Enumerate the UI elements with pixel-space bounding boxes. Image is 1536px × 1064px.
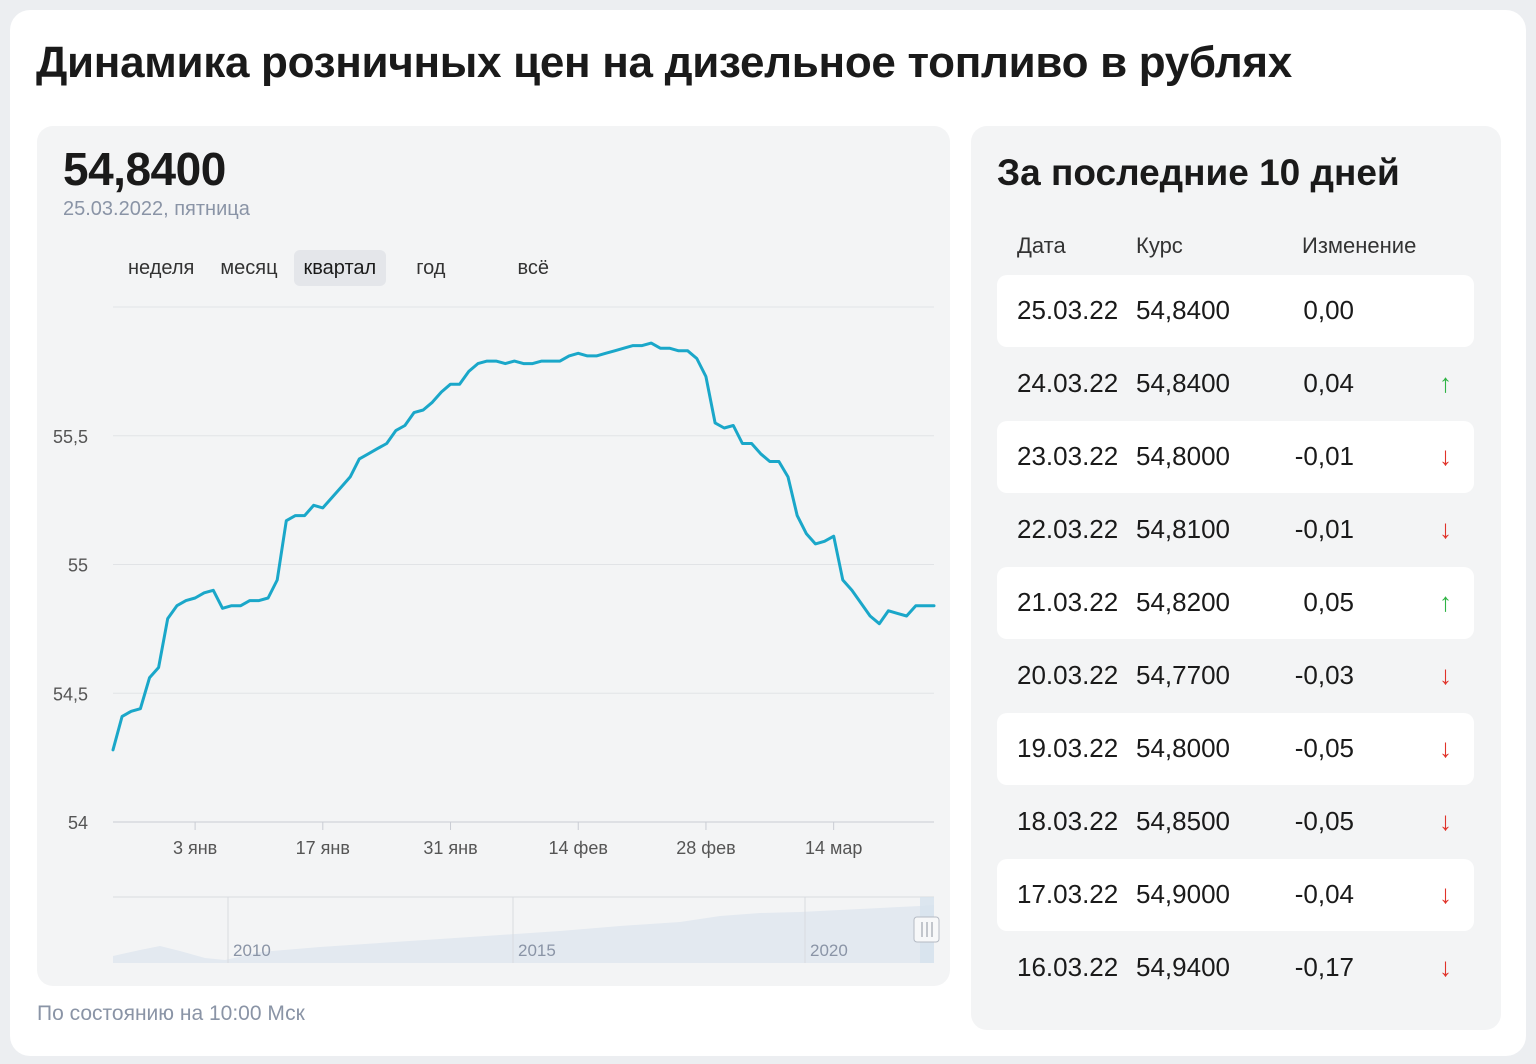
- table-row: 19.03.22 54,8000 -0,05 ↓: [997, 713, 1474, 785]
- period-quarter-button[interactable]: квартал: [293, 250, 387, 286]
- x-tick-label: 28 фев: [676, 838, 735, 858]
- row-rate: 54,8000: [1136, 733, 1230, 763]
- chart-panel: [37, 126, 950, 986]
- row-date: 20.03.22: [1017, 660, 1119, 690]
- period-year-button[interactable]: год: [416, 257, 446, 279]
- column-header-date: Дата: [1017, 233, 1066, 258]
- y-tick-label: 54: [68, 813, 88, 833]
- y-tick-label: 54,5: [53, 684, 88, 704]
- navigator-area: [113, 905, 934, 963]
- arrow-down-icon: ↓: [1439, 952, 1452, 982]
- table-row: 22.03.22 54,8100 -0,01 ↓: [997, 494, 1474, 566]
- row-change: 0,00: [1303, 295, 1354, 325]
- period-month-button[interactable]: месяц: [220, 257, 278, 279]
- row-rate: 54,8200: [1136, 587, 1230, 617]
- row-rate: 54,8400: [1136, 295, 1230, 325]
- row-date: 16.03.22: [1017, 952, 1119, 982]
- arrow-up-icon: ↑: [1439, 368, 1452, 398]
- column-header-rate: Курс: [1136, 233, 1183, 258]
- period-week-button[interactable]: неделя: [128, 257, 195, 279]
- table-row: 25.03.22 54,8400 0,00: [997, 275, 1474, 347]
- arrow-down-icon: ↓: [1439, 441, 1452, 471]
- arrow-down-icon: ↓: [1439, 660, 1452, 690]
- row-rate: 54,9400: [1136, 952, 1230, 982]
- column-header-change: Изменение: [1302, 233, 1417, 258]
- row-date: 21.03.22: [1017, 587, 1119, 617]
- table-row: 21.03.22 54,8200 0,05 ↑: [997, 567, 1474, 639]
- row-date: 23.03.22: [1017, 441, 1119, 471]
- row-date: 18.03.22: [1017, 806, 1119, 836]
- row-date: 17.03.22: [1017, 879, 1119, 909]
- navigator-label: 2015: [518, 941, 556, 960]
- row-change: 0,05: [1303, 587, 1354, 617]
- row-rate: 54,8000: [1136, 441, 1230, 471]
- x-tick-label: 14 мар: [805, 838, 862, 858]
- row-date: 24.03.22: [1017, 368, 1119, 398]
- period-all-button[interactable]: всё: [517, 257, 549, 279]
- row-date: 22.03.22: [1017, 514, 1119, 544]
- arrow-up-icon: ↑: [1439, 587, 1452, 617]
- row-rate: 54,8400: [1136, 368, 1230, 398]
- row-change: -0,01: [1294, 514, 1354, 544]
- x-tick-label: 14 фев: [549, 838, 608, 858]
- row-change: -0,17: [1294, 952, 1354, 982]
- arrow-down-icon: ↓: [1439, 733, 1452, 763]
- row-change: -0,05: [1294, 806, 1354, 836]
- table-row: 18.03.22 54,8500 -0,05 ↓: [997, 786, 1474, 858]
- row-change: -0,03: [1294, 660, 1354, 690]
- arrow-down-icon: ↓: [1439, 879, 1452, 909]
- table-row: 24.03.22 54,8400 0,04 ↑: [997, 348, 1474, 420]
- period-selector: неделя месяц квартал год всё: [118, 250, 565, 286]
- navigator-label: 2020: [810, 941, 848, 960]
- row-change: -0,04: [1294, 879, 1354, 909]
- row-change: -0,05: [1294, 733, 1354, 763]
- row-change: -0,01: [1294, 441, 1354, 471]
- arrow-down-icon: ↓: [1439, 514, 1452, 544]
- table-row: 23.03.22 54,8000 -0,01 ↓: [997, 421, 1474, 493]
- table-row: 20.03.22 54,7700 -0,03 ↓: [997, 640, 1474, 712]
- series-line: [111, 341, 936, 752]
- page-title: Динамика розничных цен на дизельное топл…: [36, 38, 1292, 87]
- current-date: 25.03.2022, пятница: [63, 198, 250, 220]
- x-tick-label: 31 янв: [423, 838, 477, 858]
- row-rate: 54,8500: [1136, 806, 1230, 836]
- y-tick-label: 55: [68, 556, 88, 576]
- y-tick-label: 55,5: [53, 427, 88, 447]
- row-date: 19.03.22: [1017, 733, 1119, 763]
- navigator-label: 2010: [233, 941, 271, 960]
- x-tick-label: 3 янв: [173, 838, 217, 858]
- table-row: 17.03.22 54,9000 -0,04 ↓: [997, 859, 1474, 931]
- footnote: По состоянию на 10:00 Мск: [37, 1002, 305, 1025]
- current-value: 54,8400: [63, 143, 226, 195]
- row-date: 25.03.22: [1017, 295, 1119, 325]
- row-rate: 54,9000: [1136, 879, 1230, 909]
- arrow-down-icon: ↓: [1439, 806, 1452, 836]
- row-rate: 54,7700: [1136, 660, 1230, 690]
- history-title: За последние 10 дней: [997, 152, 1400, 193]
- table-row: 16.03.22 54,9400 -0,17 ↓: [997, 932, 1474, 1004]
- row-rate: 54,8100: [1136, 514, 1230, 544]
- x-tick-label: 17 янв: [296, 838, 350, 858]
- row-change: 0,04: [1303, 368, 1354, 398]
